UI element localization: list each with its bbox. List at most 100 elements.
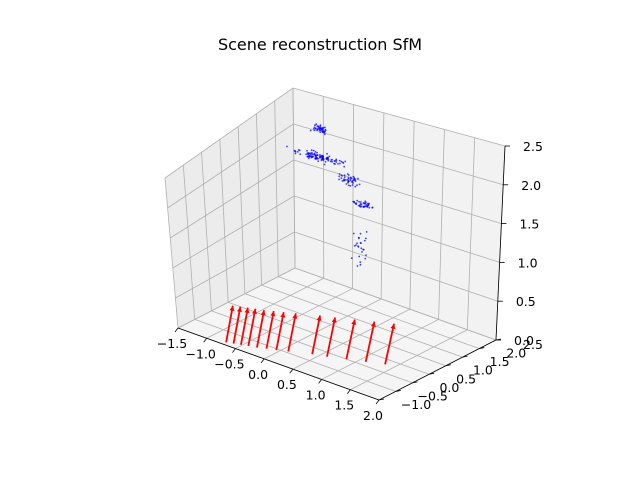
point [362,202,365,204]
point [352,175,355,178]
grid-line [292,87,506,147]
point [329,160,332,163]
point [367,202,369,205]
point [286,145,288,148]
point-cloud [286,123,374,267]
grid-line [278,276,480,349]
point [294,150,297,153]
point [359,202,362,205]
tick-label: −1.0 [401,397,431,412]
point [360,247,363,250]
point [357,177,359,180]
grid-line [292,87,296,269]
grid-line [175,231,295,299]
point [340,177,343,180]
point [331,160,334,163]
point [347,178,350,180]
grid-line [294,267,497,341]
camera-shaft [225,305,234,343]
point [316,154,319,157]
point [368,206,371,209]
tick-mark [445,364,451,367]
point [318,156,321,159]
tick-label: 1.0 [518,255,538,270]
tick-label: −1.0 [186,346,216,361]
point [354,180,357,183]
camera-arrow [326,317,337,357]
point [324,160,327,163]
grid-line [172,195,295,269]
point [362,248,365,251]
point [325,158,328,161]
point [311,151,313,154]
point [324,126,326,129]
camera-arrow [311,315,322,355]
point [306,149,308,152]
point [364,200,367,203]
point [363,205,366,208]
grid-line [169,159,295,239]
point [359,261,362,264]
point [335,161,338,163]
chart-title: Scene reconstruction SfM [218,35,422,54]
point [359,263,362,266]
camera-shaft [247,308,257,347]
point [351,184,354,186]
point [296,151,299,153]
point [333,162,335,165]
point [365,231,368,233]
grid-line [164,87,294,179]
camera-shaft [256,309,265,348]
camera-shaft [364,321,376,362]
camera-arrow [287,313,298,352]
point [343,165,346,168]
point [334,160,336,163]
tick-label: 1.5 [519,217,539,232]
camera-arrow [247,308,257,347]
point [322,155,324,158]
point [316,151,318,154]
point [356,184,358,187]
point [343,176,346,179]
camera-head [316,315,322,321]
point [307,153,309,155]
point [364,202,366,205]
point [331,158,333,161]
camera-shaft [240,307,249,345]
point [360,242,362,245]
grid-line [293,123,504,186]
point [341,175,344,177]
point [320,154,323,157]
point [312,155,315,158]
grid-line [182,165,196,320]
camera-arrow [256,309,266,348]
point [343,179,346,182]
point [338,178,340,181]
point [326,152,328,155]
point [315,157,318,160]
camera-shaft [275,312,285,351]
point [327,158,330,161]
point [351,180,353,183]
point [344,160,347,163]
point [307,157,310,160]
point [315,127,317,130]
tick-label: −1.5 [157,336,187,351]
grid-line [263,298,382,360]
point [340,160,343,163]
point [313,152,316,155]
point [319,131,322,134]
point [350,257,353,259]
point [349,185,352,187]
grid-line [294,231,498,302]
camera-shaft [287,313,297,352]
camera-shaft [311,315,321,355]
axis-panes [165,88,505,400]
tick-mark [232,348,236,353]
tick-mark [203,338,208,343]
point [353,177,356,179]
tick-label: 0.0 [248,367,268,382]
point [310,149,313,152]
camera-shaft [384,323,395,365]
